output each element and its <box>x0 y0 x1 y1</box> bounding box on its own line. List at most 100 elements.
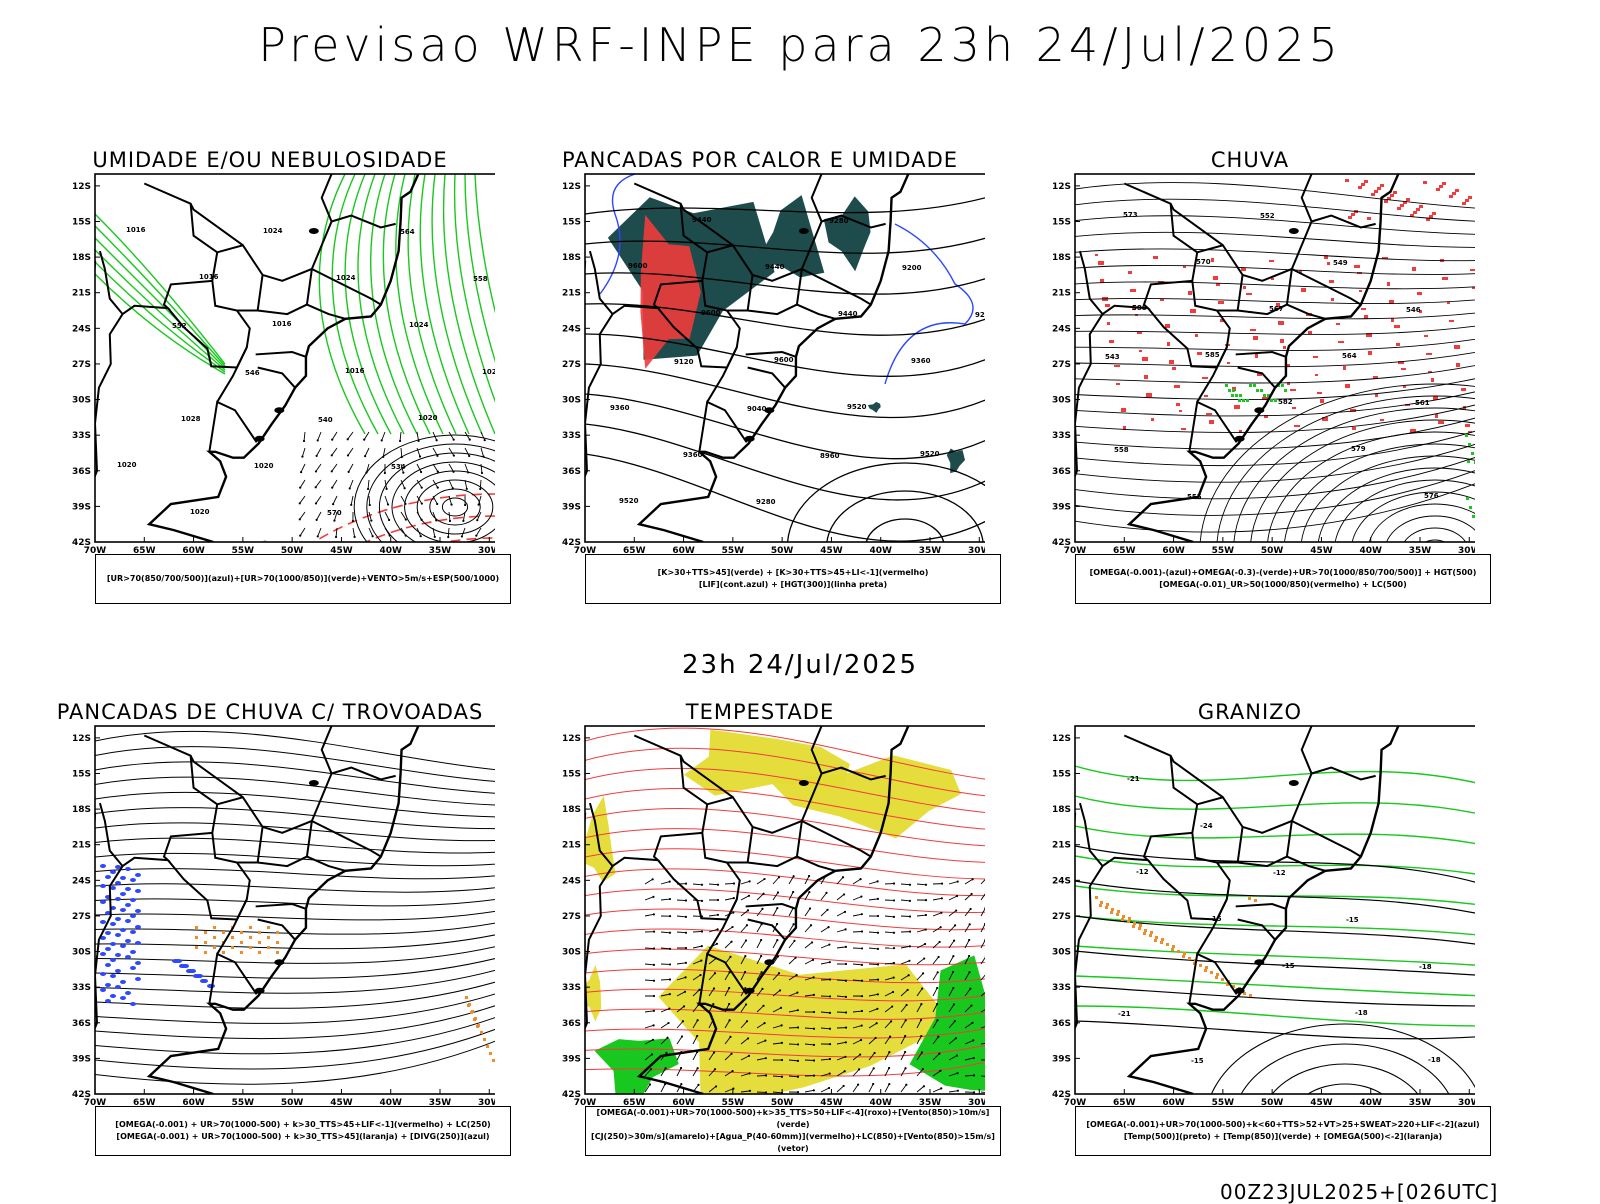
arrow-head <box>730 1053 732 1055</box>
omega-cell <box>1105 906 1108 909</box>
arrow-head <box>891 1005 893 1007</box>
green-contour <box>396 174 443 434</box>
wind-vector <box>317 448 321 456</box>
omega-cell <box>1466 497 1469 500</box>
arrow-head <box>653 964 655 966</box>
arrow-head <box>713 987 715 989</box>
valid-time-subtitle: 23h 24/Jul/2025 <box>0 650 1600 680</box>
arrow-head <box>482 456 484 458</box>
divg-cell <box>135 941 141 945</box>
arrow-head <box>299 502 301 504</box>
orange-cell <box>222 951 225 954</box>
arrow-head <box>331 454 333 456</box>
precip-cell <box>1234 405 1240 409</box>
arrow-head <box>813 976 815 978</box>
arrow-head <box>937 956 939 958</box>
wind-vector <box>917 1086 924 1092</box>
arrow-head <box>682 1020 684 1022</box>
arrow-head <box>893 962 895 964</box>
lat-tick-label: 24S <box>72 324 91 334</box>
panel-legend: [K>30+TTS>45](verde) + [K>30+TTS>45+LI<-… <box>585 554 1001 604</box>
arrow-head <box>731 926 733 928</box>
wind-vector <box>316 496 321 503</box>
green-contour <box>444 174 495 434</box>
contour-label: -15 <box>1282 962 1295 970</box>
lat-tick-label: 27S <box>72 360 91 370</box>
wind-vector <box>917 915 926 916</box>
arrow-head <box>829 995 831 997</box>
precip-cell <box>1416 208 1420 211</box>
wind-vector <box>318 528 321 536</box>
precip-cell <box>1454 345 1460 349</box>
precip-cell <box>1206 413 1212 415</box>
arrow-head <box>317 535 319 537</box>
wind-vectors <box>299 432 486 538</box>
wind-vector <box>821 945 829 948</box>
orange-cell <box>240 941 243 944</box>
arrow-head <box>845 1011 847 1013</box>
arrow-head <box>315 455 317 457</box>
arrow-head <box>681 1035 683 1037</box>
omega-cell <box>1472 515 1475 518</box>
arrow-head <box>861 995 863 997</box>
divg-cell <box>100 988 106 992</box>
lat-tick-label: 33S <box>562 983 581 993</box>
wind-vector <box>869 1084 873 1092</box>
precip-cell <box>1432 212 1436 215</box>
arrow-head <box>449 520 451 522</box>
lat-tick-label: 15S <box>1052 769 1071 779</box>
divg-cell <box>110 870 116 874</box>
arrow-head <box>905 1004 907 1006</box>
border <box>1236 352 1286 357</box>
omega-cell <box>1172 945 1175 948</box>
omega-cell <box>1095 896 1098 899</box>
contour-label: 543 <box>1105 353 1120 361</box>
wind-vector <box>869 899 878 900</box>
divg-cell <box>130 950 136 954</box>
contour-label: 1020 <box>254 462 274 470</box>
omega-cell <box>1144 929 1147 932</box>
arrow-head <box>404 487 406 489</box>
wind-vector <box>677 1037 682 1044</box>
arrow-head <box>384 472 386 474</box>
arrow-head <box>888 1051 890 1053</box>
wind-vector <box>677 932 686 933</box>
omega-cell <box>1188 957 1191 960</box>
arrow-head <box>940 1087 942 1089</box>
wind-vector <box>449 480 453 488</box>
lat-tick-label: 36S <box>1052 1019 1071 1029</box>
arrow-head <box>952 971 954 973</box>
lat-tick-label: 39S <box>562 502 581 512</box>
arrow-head <box>405 518 407 520</box>
arrow-head <box>668 1007 670 1009</box>
lake <box>1289 228 1299 234</box>
wind-vector <box>901 1085 906 1092</box>
lake <box>799 780 809 786</box>
precip-cell <box>1343 366 1346 370</box>
omega-cell <box>1239 394 1242 397</box>
arrow-head <box>877 915 879 917</box>
arrow-head <box>761 988 763 990</box>
arrow-head <box>728 1003 730 1005</box>
precip-cell <box>1338 341 1344 343</box>
arrow-head <box>389 535 391 537</box>
omega-cell <box>1171 948 1174 951</box>
panel-legend: [OMEGA(-0.001)-(azul)+OMEGA(-0.3)-(verde… <box>1075 554 1491 604</box>
divg-cell <box>190 969 196 973</box>
precip-cell <box>1308 331 1312 334</box>
border <box>748 919 785 939</box>
contour-label: 1020 <box>117 461 137 469</box>
omega-cell <box>1155 936 1158 939</box>
wind-vector <box>981 940 985 948</box>
lat-tick-label: 12S <box>72 734 91 744</box>
arrow-head <box>794 957 796 959</box>
precip-cell <box>1419 205 1423 208</box>
arrow-head <box>861 913 863 915</box>
border <box>307 305 345 319</box>
divg-cell <box>115 881 121 885</box>
arrow-head <box>904 1067 906 1069</box>
arrow-head <box>844 1056 846 1058</box>
contour-label: 1016 <box>345 367 365 375</box>
arrow-head <box>955 909 957 911</box>
omega-cell <box>1253 384 1256 387</box>
